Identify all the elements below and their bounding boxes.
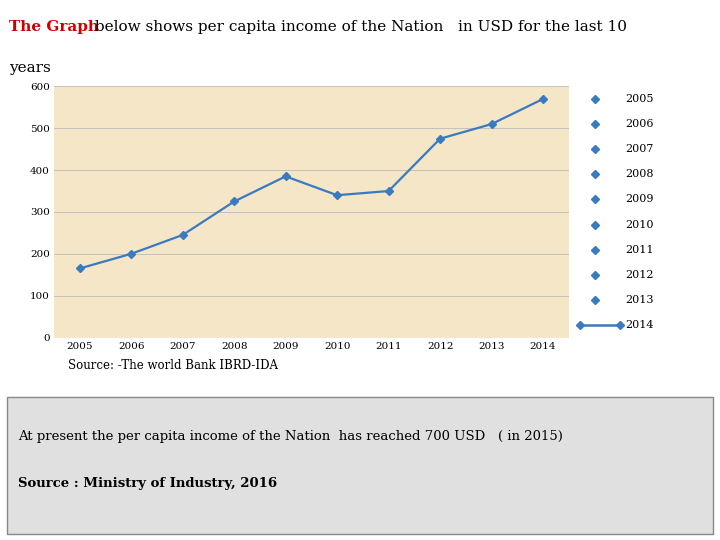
Text: 2008: 2008: [626, 169, 654, 179]
Text: Source : Ministry of Industry, 2016: Source : Ministry of Industry, 2016: [18, 477, 277, 490]
Text: 2010: 2010: [626, 219, 654, 230]
Text: At present the per capita income of the Nation  has reached 700 USD   ( in 2015): At present the per capita income of the …: [18, 429, 563, 443]
Text: 2013: 2013: [626, 295, 654, 305]
Text: 2014: 2014: [626, 320, 654, 330]
Text: Source: -The world Bank IBRD-IDA: Source: -The world Bank IBRD-IDA: [68, 359, 279, 372]
FancyBboxPatch shape: [7, 397, 713, 534]
Text: The Graph: The Graph: [9, 19, 99, 33]
Text: below shows per capita income of the Nation   in USD for the last 10: below shows per capita income of the Nat…: [90, 19, 627, 33]
Text: years: years: [9, 61, 50, 75]
Text: 2006: 2006: [626, 119, 654, 129]
Text: 2012: 2012: [626, 269, 654, 280]
Text: 2009: 2009: [626, 194, 654, 205]
Text: 2005: 2005: [626, 94, 654, 104]
Text: 2007: 2007: [626, 144, 654, 154]
Text: 2011: 2011: [626, 245, 654, 255]
